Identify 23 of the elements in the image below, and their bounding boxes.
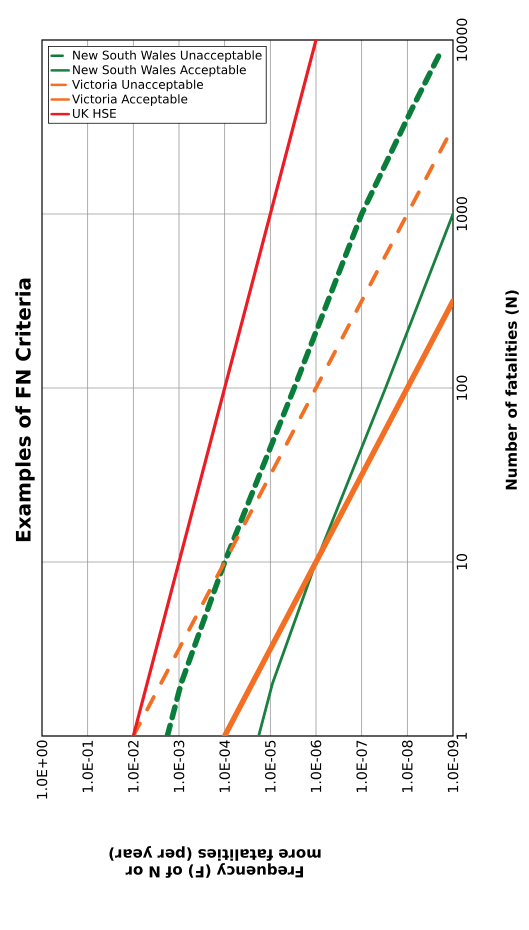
x-tick-label: 1.0E-08	[402, 740, 413, 792]
text: Examples of FN Criteria	[15, 278, 35, 542]
y-tick-label: 10	[456, 554, 468, 570]
y-tick-label: 1000	[456, 197, 468, 230]
x-tick-label: 1.0E+00	[36, 740, 48, 799]
y-tick-label: 1	[456, 732, 467, 739]
legend-label: UK HSE	[73, 108, 116, 118]
x-tick-label: 1.0E-06	[310, 740, 322, 792]
y-tick-label: 10000	[456, 18, 468, 61]
legend-label: Victoria Unacceptable	[72, 80, 204, 92]
legend-label: New South Wales Acceptable	[73, 65, 246, 77]
y-tick-label: 100	[456, 376, 468, 400]
x-tick-label: 1.0E-04	[219, 740, 230, 792]
x-tick-label: 1.0E-03	[174, 740, 184, 792]
x-tick-label: 1.0E-01	[82, 740, 93, 792]
x-axis-title: Frequency (F) of N or more fatalities (per year)	[109, 846, 321, 878]
y-axis-title: Number of fatalities (N)	[505, 290, 519, 490]
legend-label: New South Wales Unacceptable	[73, 50, 262, 62]
legend-label: Victoria Acceptable	[72, 94, 188, 106]
x-tick-label: 1.0E-09	[448, 740, 458, 792]
x-tick-label: 1.0E-02	[128, 740, 139, 792]
x-tick-label: 1.0E-07	[356, 740, 367, 792]
x-tick-label: 1.0E-05	[265, 740, 276, 792]
